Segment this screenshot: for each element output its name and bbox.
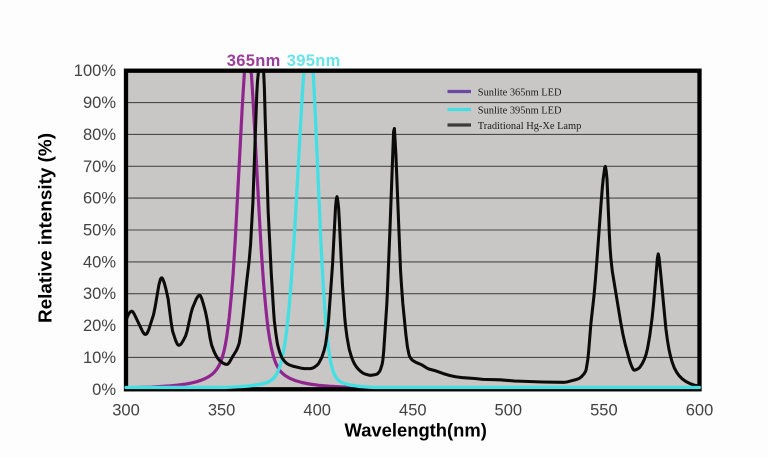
svg-text:60%: 60% — [83, 190, 116, 208]
svg-text:0%: 0% — [92, 381, 116, 399]
svg-text:Wavelength(nm): Wavelength(nm) — [345, 420, 487, 441]
svg-text:10%: 10% — [83, 349, 116, 367]
svg-text:350: 350 — [208, 402, 236, 420]
svg-text:40%: 40% — [83, 253, 116, 271]
svg-text:450: 450 — [399, 402, 427, 420]
svg-text:Traditional Hg-Xe Lamp: Traditional Hg-Xe Lamp — [478, 121, 582, 132]
svg-text:365nm: 365nm — [227, 52, 281, 70]
svg-text:500: 500 — [495, 402, 523, 420]
svg-text:Relative intensity (%): Relative intensity (%) — [36, 133, 57, 323]
svg-text:30%: 30% — [83, 285, 116, 303]
svg-text:90%: 90% — [83, 94, 116, 112]
svg-text:395nm: 395nm — [287, 52, 341, 70]
svg-text:Sunlite 395nm LED: Sunlite 395nm LED — [478, 106, 562, 117]
svg-text:80%: 80% — [83, 126, 116, 144]
svg-text:300: 300 — [112, 402, 140, 420]
svg-text:70%: 70% — [83, 158, 116, 176]
svg-text:550: 550 — [590, 402, 618, 420]
svg-text:20%: 20% — [83, 317, 116, 335]
svg-text:Sunlite 365nm LED: Sunlite 365nm LED — [478, 88, 562, 99]
svg-text:50%: 50% — [83, 222, 116, 240]
svg-text:600: 600 — [686, 402, 714, 420]
svg-text:400: 400 — [303, 402, 331, 420]
svg-text:100%: 100% — [74, 62, 117, 80]
